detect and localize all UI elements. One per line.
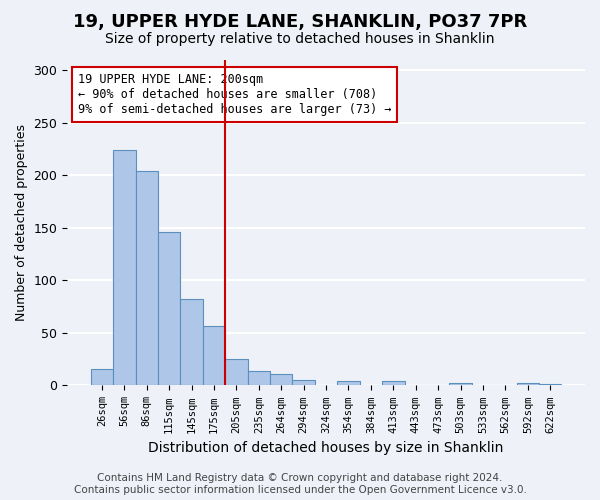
Bar — [517, 384, 539, 386]
Bar — [382, 381, 404, 386]
Bar — [203, 326, 225, 386]
Bar — [113, 150, 136, 386]
Bar — [225, 359, 248, 386]
X-axis label: Distribution of detached houses by size in Shanklin: Distribution of detached houses by size … — [148, 441, 504, 455]
Bar — [292, 380, 315, 386]
Text: Size of property relative to detached houses in Shanklin: Size of property relative to detached ho… — [105, 32, 495, 46]
Y-axis label: Number of detached properties: Number of detached properties — [15, 124, 28, 321]
Text: 19, UPPER HYDE LANE, SHANKLIN, PO37 7PR: 19, UPPER HYDE LANE, SHANKLIN, PO37 7PR — [73, 12, 527, 30]
Bar — [181, 300, 203, 386]
Bar — [248, 370, 270, 386]
Bar — [539, 384, 562, 386]
Text: Contains HM Land Registry data © Crown copyright and database right 2024.
Contai: Contains HM Land Registry data © Crown c… — [74, 474, 526, 495]
Bar — [136, 172, 158, 386]
Bar — [337, 381, 360, 386]
Text: 19 UPPER HYDE LANE: 200sqm
← 90% of detached houses are smaller (708)
9% of semi: 19 UPPER HYDE LANE: 200sqm ← 90% of deta… — [77, 73, 391, 116]
Bar — [449, 384, 472, 386]
Bar — [270, 374, 292, 386]
Bar — [91, 368, 113, 386]
Bar — [158, 232, 181, 386]
